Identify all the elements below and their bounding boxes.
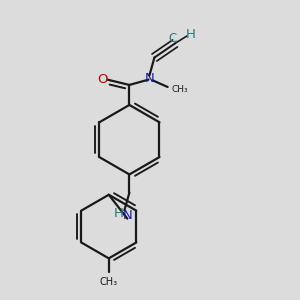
Text: H: H xyxy=(114,207,124,220)
Text: N: N xyxy=(122,208,132,222)
Text: C: C xyxy=(168,32,176,45)
Text: H: H xyxy=(185,28,195,41)
Text: N: N xyxy=(145,72,154,85)
Text: CH₃: CH₃ xyxy=(172,85,188,94)
Text: O: O xyxy=(97,73,107,85)
Text: CH₃: CH₃ xyxy=(100,278,118,287)
